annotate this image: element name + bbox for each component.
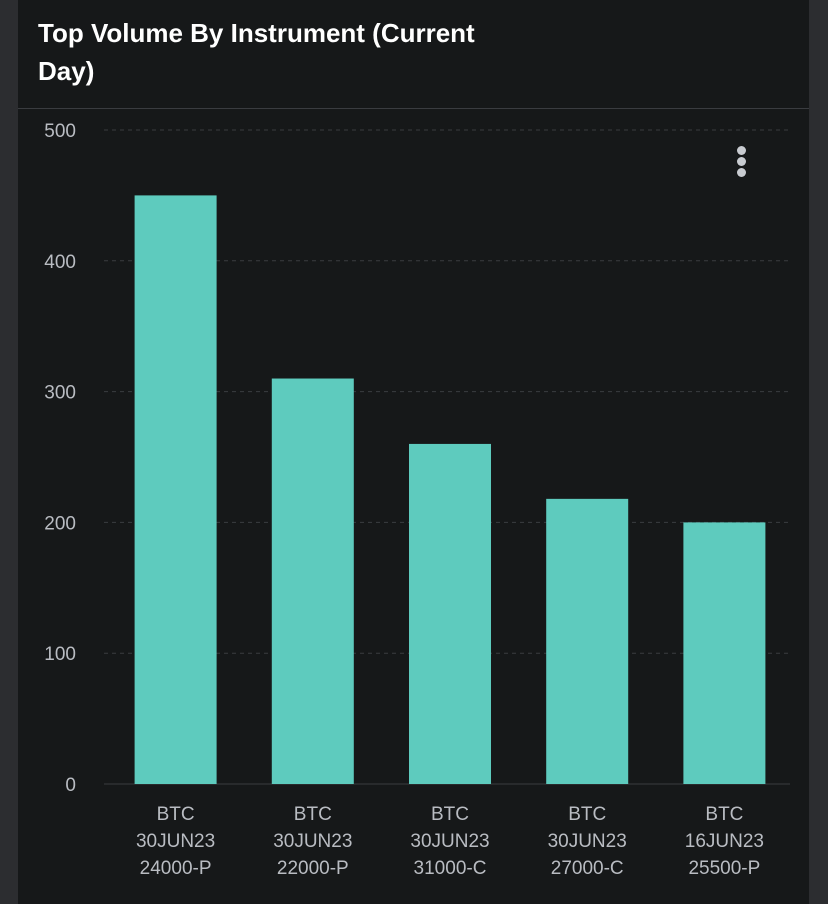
more-options-button[interactable]	[730, 140, 754, 184]
bar[interactable]	[134, 195, 217, 784]
bar[interactable]	[683, 522, 766, 784]
y-tick-label: 500	[44, 121, 76, 142]
y-tick-label: 0	[65, 775, 76, 796]
x-tick-label: BTC 30JUN23 31000-C	[410, 804, 489, 879]
x-tick-label: BTC 30JUN23 22000-P	[273, 804, 352, 879]
bar[interactable]	[546, 498, 629, 784]
card-header: Top Volume By Instrument (Current Day)	[18, 0, 809, 109]
x-tick-label: BTC 30JUN23 27000-C	[548, 804, 627, 879]
more-vertical-icon-dot	[737, 168, 746, 177]
y-tick-label: 300	[44, 383, 76, 404]
chart-title: Top Volume By Instrument (Current Day)	[38, 18, 475, 86]
x-tick-label: BTC 16JUN23 25500-P	[685, 804, 764, 879]
bar[interactable]	[271, 378, 354, 784]
y-tick-label: 400	[44, 252, 76, 273]
x-tick-label: BTC 30JUN23 24000-P	[136, 804, 215, 879]
more-vertical-icon	[737, 146, 746, 155]
more-vertical-icon-dot	[737, 157, 746, 166]
y-tick-label: 200	[44, 513, 76, 534]
y-tick-label: 100	[44, 644, 76, 665]
bar[interactable]	[409, 443, 491, 784]
